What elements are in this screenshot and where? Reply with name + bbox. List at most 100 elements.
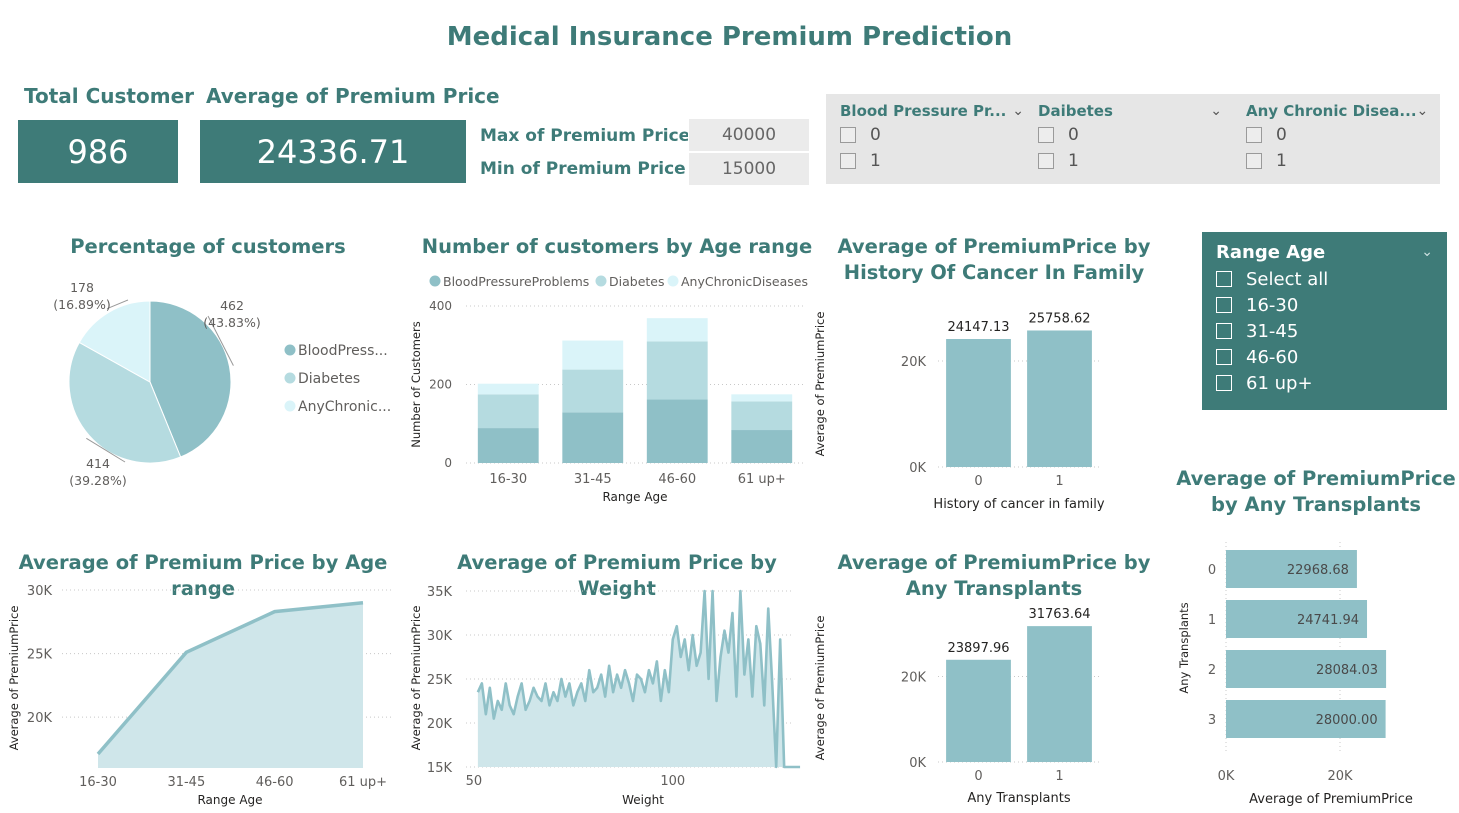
chevron-down-icon[interactable]: ⌄ [1421, 244, 1433, 260]
x-tick-label: 1 [1055, 474, 1063, 489]
pie-leader-line [86, 437, 126, 463]
checkbox[interactable] [1216, 271, 1232, 287]
slicer-option[interactable]: 1 [1038, 148, 1222, 174]
y-axis-title: Average of PremiumPrice [813, 312, 827, 457]
checkbox[interactable] [1216, 297, 1232, 313]
stacked-bar-segment [646, 318, 708, 342]
stacked-legend-label: Diabetes [609, 274, 665, 289]
chevron-down-icon[interactable]: ⌄ [1210, 103, 1222, 119]
bar [946, 659, 1011, 762]
checkbox[interactable] [1246, 127, 1262, 143]
series-line [476, 589, 801, 769]
pie-data-label: 462 [220, 298, 244, 313]
checkbox[interactable] [840, 127, 856, 143]
stacked-bar-segment [477, 394, 539, 429]
checkbox[interactable] [1216, 375, 1232, 391]
legend-marker [284, 344, 296, 356]
pie-legend-label: Diabetes [298, 371, 360, 387]
bar [1226, 600, 1368, 638]
legend-marker [284, 372, 296, 384]
slicer-option[interactable]: 1 [1246, 148, 1428, 174]
pie-slice [68, 341, 182, 464]
y-tick-label: 35K [427, 585, 453, 600]
bar-data-label: 23897.96 [947, 641, 1009, 656]
y-tick-label: 1 [1208, 613, 1216, 628]
max-premium-value: 40000 [688, 118, 810, 152]
stacked-bar-segment [562, 340, 624, 370]
slicer-option[interactable]: 0 [840, 122, 1024, 148]
checkbox[interactable] [1216, 349, 1232, 365]
slicer-option[interactable]: 1 [840, 148, 1024, 174]
stacked-legend-label: AnyChronicDiseases [681, 274, 808, 289]
y-axis-title: Average of PremiumPrice [813, 616, 827, 761]
area-fill [98, 602, 363, 768]
age-line-chart-title: Average of Premium Price by Age range [18, 551, 388, 600]
y-tick-label: 2 [1208, 663, 1216, 678]
y-axis-title: Average of PremiumPrice [409, 606, 423, 751]
slicer-option[interactable]: 0 [1246, 122, 1428, 148]
x-axis-title: History of cancer in family [933, 497, 1104, 512]
y-tick-label: 0 [1208, 563, 1216, 578]
area-fill [477, 591, 801, 767]
x-axis-title: Any Transplants [967, 791, 1070, 806]
slicer-title: Blood Pressure Pr... [840, 102, 1007, 120]
y-tick-label: 200 [429, 378, 452, 392]
chevron-down-icon[interactable]: ⌄ [1012, 103, 1024, 119]
series-line [96, 600, 364, 756]
x-tick-label: 46-60 [658, 472, 696, 487]
pie-leader-line [207, 315, 234, 366]
checkbox[interactable] [1038, 153, 1054, 169]
x-axis-title: Average of PremiumPrice [1249, 792, 1413, 807]
legend-marker [667, 275, 679, 287]
bar-data-label: 28084.03 [1316, 663, 1378, 678]
x-tick-label: 1 [1055, 769, 1063, 784]
pie-data-label: (39.28%) [69, 473, 126, 488]
min-premium-label: Min of Premium Price [480, 159, 686, 179]
bar [1027, 330, 1092, 467]
total-customer-label: Total Customer [24, 84, 194, 108]
bar-data-label: 24741.94 [1297, 613, 1359, 628]
slicer-diabetes: Daibetes ⌄ 0 1 [1038, 100, 1222, 174]
stacked-bar-segment [562, 412, 624, 463]
range-age-slicer: Range Age ⌄ Select all 16-30 31-45 46-60… [1202, 232, 1447, 410]
range-option[interactable]: 46-60 [1216, 344, 1433, 370]
bar-data-label: 25758.62 [1028, 311, 1090, 326]
y-tick-label: 0 [444, 456, 452, 470]
range-option[interactable]: 16-30 [1216, 292, 1433, 318]
checkbox[interactable] [1216, 323, 1232, 339]
legend-marker [595, 275, 607, 287]
transplant-h-chart-title: Average of PremiumPrice by Any Transplan… [1176, 467, 1456, 516]
avg-premium-label: Average of Premium Price [206, 84, 500, 108]
x-axis-title: Range Age [602, 490, 667, 504]
stacked-bar-segment [646, 341, 708, 400]
slicer-option[interactable]: 0 [1038, 122, 1222, 148]
slicer-title: Range Age [1216, 241, 1326, 263]
range-option[interactable]: 31-45 [1216, 318, 1433, 344]
bar-data-label: 22968.68 [1287, 563, 1349, 578]
bar [1226, 550, 1357, 588]
y-tick-label: 30K [27, 584, 53, 599]
legend-marker [429, 275, 441, 287]
checkbox[interactable] [1038, 127, 1054, 143]
x-tick-label: 0 [974, 474, 982, 489]
x-tick-label: 46-60 [256, 775, 294, 790]
x-tick-label: 61 up+ [738, 472, 786, 487]
bar-data-label: 28000.00 [1316, 713, 1378, 728]
chevron-down-icon[interactable]: ⌄ [1416, 103, 1429, 119]
y-axis-title: Any Transplants [1177, 602, 1191, 693]
stacked-bar-segment [731, 430, 793, 463]
bar [1027, 626, 1092, 762]
range-option[interactable]: Select all [1216, 266, 1433, 292]
y-axis-title: Average of PremiumPrice [7, 606, 21, 751]
pie-data-label: 414 [86, 456, 110, 471]
range-option[interactable]: 61 up+ [1216, 370, 1433, 396]
x-tick-label: 31-45 [574, 472, 612, 487]
transplant-bar-chart: 0K 20K 23897.96 0 31763.64 1 Any Transplants Av… [813, 607, 1100, 806]
x-axis-title: Weight [622, 793, 664, 807]
checkbox[interactable] [840, 153, 856, 169]
stacked-bar-segment [562, 369, 624, 413]
checkbox[interactable] [1246, 153, 1262, 169]
slicer-chronic: Any Chronic Disea... ⌄ 0 1 [1246, 100, 1428, 174]
y-tick-label: 400 [429, 299, 452, 313]
y-tick-label: 20K [27, 711, 53, 726]
